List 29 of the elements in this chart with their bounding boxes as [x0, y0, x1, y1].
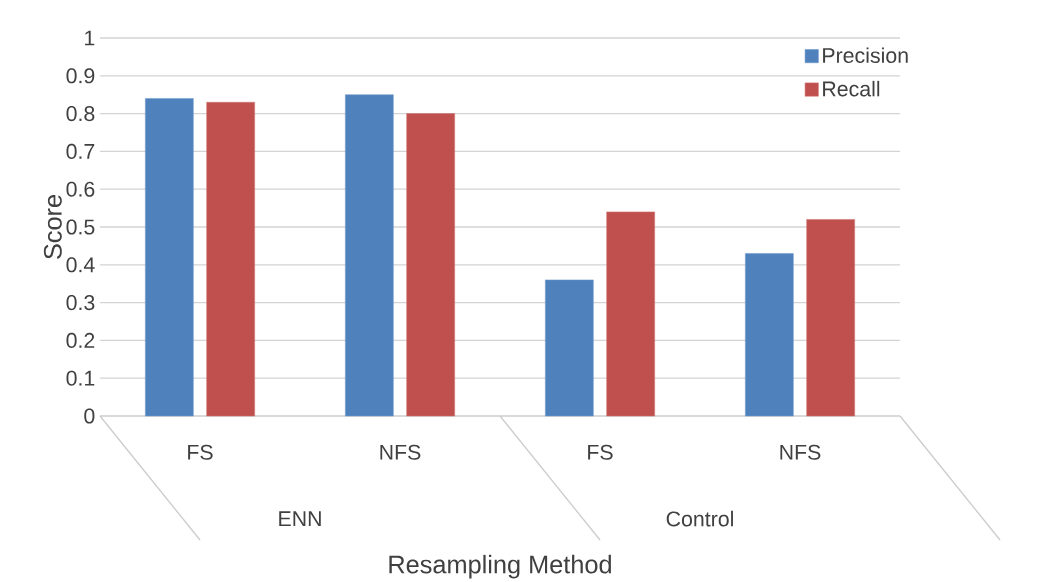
bar — [345, 94, 394, 417]
x-tick-label: NFS — [380, 444, 421, 460]
y-tick-label: 0.2 — [66, 332, 95, 348]
bar — [745, 253, 794, 417]
y-tick-label: 0 — [84, 408, 95, 424]
bar — [806, 219, 855, 417]
y-tick-label: 0.9 — [66, 68, 95, 84]
y-tick-label: 1 — [85, 30, 95, 46]
bar — [406, 113, 455, 417]
x-tick-label: NFS — [780, 444, 821, 460]
legend-label: Precision — [823, 47, 908, 64]
x-tick-label: FS — [188, 444, 213, 460]
x-tick-label: FS — [588, 444, 613, 460]
bar — [545, 279, 594, 417]
bar — [206, 101, 255, 417]
legend-label: Recall — [823, 80, 880, 97]
text: Control — [666, 510, 733, 527]
y-tick-label: 0.4 — [66, 257, 95, 273]
y-tick-label: 0.6 — [66, 181, 95, 197]
y-tick-label: 0.8 — [66, 106, 95, 122]
bar — [606, 211, 655, 417]
x-axis-title: Resampling Method — [389, 554, 611, 579]
y-tick-label: 0.5 — [66, 219, 95, 235]
y-tick-label: 0.1 — [66, 370, 95, 386]
y-tick-label: 0.3 — [66, 295, 95, 311]
y-axis-title: Score — [43, 195, 62, 259]
bar — [145, 98, 194, 417]
text: ENN — [279, 511, 321, 527]
y-tick-label: 0.7 — [66, 143, 95, 159]
